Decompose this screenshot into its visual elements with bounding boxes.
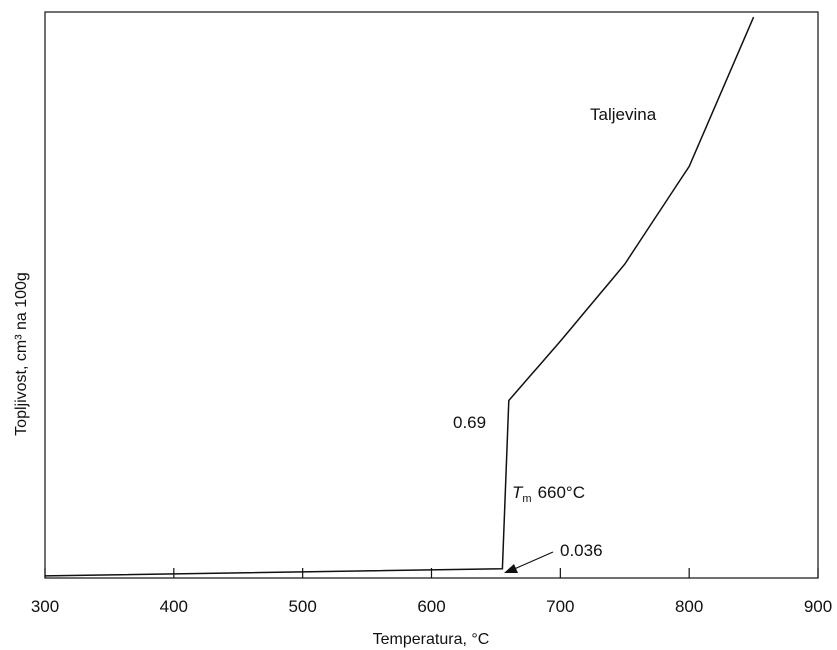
x-tick-labels: 300 400 500 600 700 800 900 <box>31 597 832 616</box>
melting-value: 660°C <box>538 483 585 502</box>
melting-point-label: Tm 660°C <box>512 483 585 505</box>
region-label-melt: Taljevina <box>590 105 657 124</box>
melting-symbol: T <box>512 483 524 502</box>
x-axis-title: Temperatura, °C <box>373 631 490 648</box>
x-tick-label-700: 700 <box>546 597 574 616</box>
solubility-curve <box>44 16 755 577</box>
y-axis-title: Topljivost, cm³ na 100g <box>13 272 30 436</box>
value-label-high: 0.69 <box>453 413 486 432</box>
arrow-head <box>504 564 518 573</box>
x-tick-label-900: 900 <box>804 597 832 616</box>
x-tick-label-800: 800 <box>675 597 703 616</box>
arrow-shaft <box>511 551 554 571</box>
value-label-low: 0.036 <box>560 541 603 560</box>
x-tick-label-600: 600 <box>417 597 445 616</box>
melting-subscript: m <box>522 493 531 505</box>
x-tick-label-500: 500 <box>288 597 316 616</box>
x-tick-label-400: 400 <box>160 597 188 616</box>
x-tick-label-300: 300 <box>31 597 59 616</box>
x-ticks <box>44 568 819 578</box>
plot-frame <box>44 11 819 579</box>
